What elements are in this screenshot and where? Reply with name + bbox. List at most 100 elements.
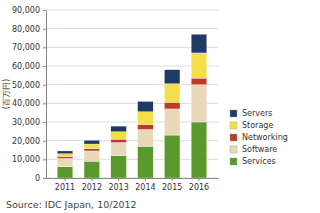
bar-segment (191, 78, 207, 85)
bar-segment (138, 101, 154, 111)
x-axis: 2011 2012 2013 2014 2015 2016 (47, 178, 219, 192)
y-tick-label: 50,000 (12, 81, 40, 90)
y-tick-label: 60,000 (12, 62, 40, 71)
legend-label: Services (242, 157, 276, 166)
y-tick-mark (43, 122, 46, 123)
legend-swatch (230, 146, 237, 153)
grid-line (46, 10, 218, 11)
legend-label: Networking (242, 133, 288, 142)
x-tick-mark (65, 178, 66, 181)
y-tick: 80,000 (12, 25, 46, 34)
legend-item: Storage (230, 121, 273, 130)
y-tick-mark (43, 66, 46, 67)
bar-segment (84, 140, 100, 144)
bar-segment (191, 53, 207, 78)
bar-segment (138, 112, 154, 125)
y-tick-mark (43, 85, 46, 86)
bar-segment (164, 102, 180, 109)
legend-item: Networking (230, 133, 288, 142)
legend: Servers Storage Networking Software Services (230, 109, 288, 166)
x-tick-mark (118, 178, 119, 181)
y-tick-label: 30,000 (12, 118, 40, 127)
bar-segment (84, 144, 100, 149)
y-tick-label: 20,000 (12, 137, 40, 146)
bar-segment (111, 143, 127, 156)
legend-item: Servers (230, 109, 272, 118)
bars (57, 34, 206, 178)
x-tick-mark (198, 178, 199, 181)
y-tick: 20,000 (12, 137, 46, 146)
x-tick: 2015 (162, 178, 182, 192)
y-tick-mark (43, 159, 46, 160)
bar-segment (84, 149, 100, 151)
y-tick-label: 80,000 (12, 25, 40, 34)
legend-swatch (230, 158, 237, 165)
y-tick-mark (43, 29, 46, 30)
bar-segment (111, 132, 127, 139)
bar-segment (57, 157, 73, 159)
bar-segment (191, 85, 207, 122)
x-tick-label: 2012 (82, 183, 102, 192)
bar-segment (111, 139, 127, 142)
legend-label: Software (242, 145, 277, 154)
bar-segment (164, 84, 180, 103)
x-tick: 2012 (82, 178, 102, 192)
legend-label: Servers (242, 109, 272, 118)
bar-segment (164, 70, 180, 84)
y-axis-title: (百万円) (2, 79, 11, 109)
bar-segment (57, 151, 73, 154)
bar-segment (164, 109, 180, 135)
bar-segment (138, 129, 154, 146)
x-tick-label: 2014 (135, 183, 155, 192)
x-tick-label: 2011 (55, 183, 75, 192)
bar-segment (84, 161, 100, 178)
legend-swatch (230, 110, 237, 117)
bar-segment (111, 156, 127, 178)
bar-segment (57, 167, 73, 178)
bar-segment (57, 154, 73, 157)
y-tick-label: 0 (35, 174, 40, 183)
x-tick: 2013 (108, 178, 128, 192)
bar-segment (164, 135, 180, 178)
y-tick-label: 40,000 (12, 99, 40, 108)
grid (46, 10, 218, 178)
y-tick: 90,000 (12, 6, 46, 15)
bar-segment (138, 125, 154, 130)
y-tick-label: 70,000 (12, 43, 40, 52)
y-axis: 0 10,000 20,000 30,000 40,000 50,000 60,000 70,… (12, 6, 47, 183)
plot: 0 10,000 20,000 30,000 40,000 50,000 60,000 70,… (12, 6, 219, 192)
grid-line (46, 28, 218, 29)
x-tick-mark (145, 178, 146, 181)
x-tick-label: 2016 (189, 183, 209, 192)
bar-segment (111, 126, 127, 132)
y-tick-label: 90,000 (12, 6, 40, 15)
x-tick-label: 2013 (108, 183, 128, 192)
legend-item: Services (230, 157, 276, 166)
annotation: Source: IDC Japan, 10/2012 (6, 199, 137, 210)
x-tick-mark (172, 178, 173, 181)
y-tick-label: 10,000 (12, 155, 40, 164)
y-tick-mark (43, 141, 46, 142)
bar-segment (84, 151, 100, 161)
y-tick: 40,000 (12, 99, 46, 108)
x-tick-label: 2015 (162, 183, 182, 192)
y-tick: 60,000 (12, 62, 46, 71)
x-tick: 2011 (55, 178, 75, 192)
y-tick-mark (43, 178, 46, 179)
x-tick: 2014 (135, 178, 155, 192)
x-axis-line (47, 178, 219, 179)
x-tick-mark (91, 178, 92, 181)
bar-segment (191, 122, 207, 178)
bar-segment (138, 146, 154, 178)
legend-swatch (230, 122, 237, 129)
y-tick-mark (43, 103, 46, 104)
y-tick: 70,000 (12, 43, 46, 52)
y-tick: 10,000 (12, 155, 46, 164)
legend-item: Software (230, 145, 277, 154)
x-tick: 2016 (189, 178, 209, 192)
legend-label: Storage (242, 121, 273, 130)
y-axis-line (46, 11, 47, 179)
y-tick-mark (43, 10, 46, 11)
y-tick: 50,000 (12, 81, 46, 90)
bar-segment (57, 158, 73, 166)
